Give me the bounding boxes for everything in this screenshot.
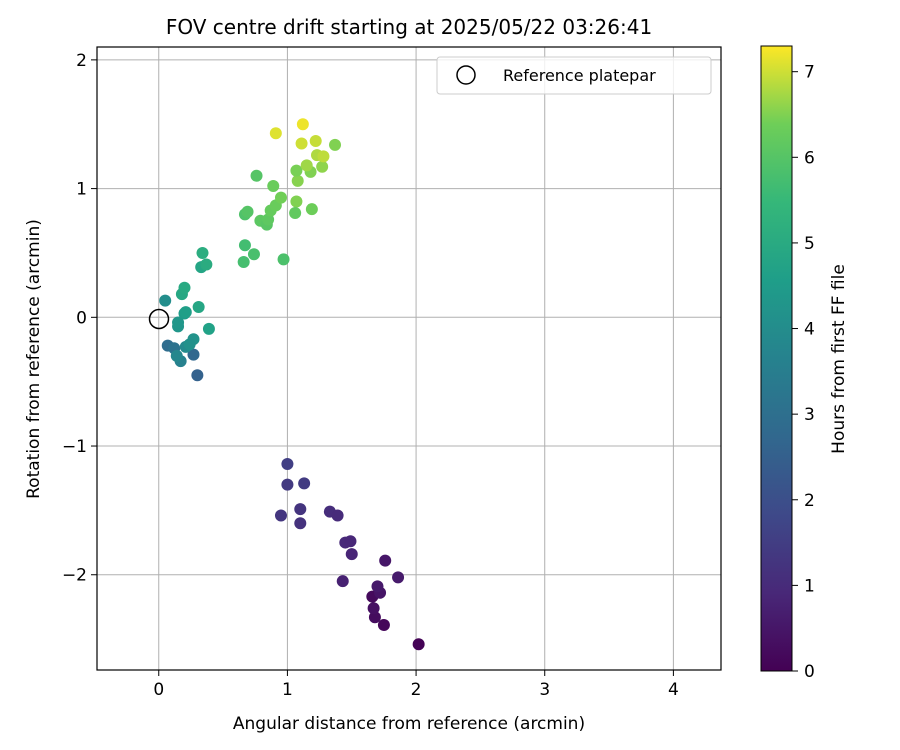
data-point <box>294 517 307 530</box>
data-point <box>412 638 425 651</box>
data-point <box>294 503 307 516</box>
colorbar-tick-label: 3 <box>804 405 815 425</box>
data-point <box>250 169 263 182</box>
data-point <box>300 159 313 172</box>
legend-marker-icon <box>456 65 476 85</box>
colorbar-tick-label: 7 <box>804 63 815 83</box>
data-point <box>200 258 213 271</box>
x-tick-label: 4 <box>668 680 679 700</box>
data-point <box>290 195 303 208</box>
y-tick-label: −1 <box>62 437 87 457</box>
y-tick-label: 2 <box>76 51 87 71</box>
y-axis-label: Rotation from reference (arcmin) <box>24 219 44 499</box>
data-point <box>298 477 311 490</box>
data-point <box>392 571 405 584</box>
colorbar-tick-label: 0 <box>804 662 815 682</box>
plot-frame <box>96 46 722 671</box>
data-point <box>183 338 196 351</box>
legend: Reference platepar <box>436 56 712 95</box>
colorbar-tick-label: 2 <box>804 491 815 511</box>
colorbar-ticks: 0 1 2 3 4 5 6 7 <box>792 63 815 682</box>
data-point <box>290 164 303 177</box>
data-point <box>281 478 294 491</box>
data-point <box>367 602 380 615</box>
data-point <box>329 138 342 151</box>
reference-platepar-marker <box>148 308 170 330</box>
data-point <box>336 575 349 588</box>
data-points <box>159 118 425 651</box>
colorbar-tick-label: 1 <box>804 576 815 596</box>
data-point <box>331 509 344 522</box>
data-point <box>262 213 275 226</box>
colorbar-label: Hours from first FF file <box>829 264 849 454</box>
colorbar-tick-label: 5 <box>804 234 815 254</box>
data-point <box>316 160 329 173</box>
x-tick-label: 3 <box>539 680 550 700</box>
data-point <box>179 306 192 319</box>
y-tick-label: −2 <box>62 566 87 586</box>
y-tick-label: 0 <box>76 308 87 328</box>
data-point <box>344 535 357 548</box>
data-point <box>368 611 381 624</box>
colorbar-tick-label: 4 <box>804 320 815 340</box>
data-point <box>309 134 322 147</box>
data-point <box>305 203 318 216</box>
chart-title: FOV centre drift starting at 2025/05/22 … <box>166 15 652 39</box>
data-point <box>241 205 254 218</box>
data-point <box>289 207 302 220</box>
data-point <box>196 246 209 259</box>
data-point <box>296 118 309 131</box>
data-point <box>178 281 191 294</box>
data-point <box>274 509 287 522</box>
data-point <box>371 580 384 593</box>
plot-area-background <box>97 47 721 670</box>
y-axis-ticks: −2 −1 0 1 2 <box>62 51 97 586</box>
legend-label-reference: Reference platepar <box>503 66 656 85</box>
data-point <box>295 137 308 150</box>
data-point <box>345 548 358 561</box>
data-point <box>274 191 287 204</box>
data-point <box>172 316 185 329</box>
data-point <box>202 322 215 335</box>
data-point <box>237 255 250 268</box>
data-point <box>192 301 205 314</box>
data-point <box>247 248 260 261</box>
x-tick-label: 1 <box>282 680 293 700</box>
data-point <box>317 150 330 163</box>
data-point <box>238 239 251 252</box>
x-axis-label: Angular distance from reference (arcmin) <box>233 714 585 734</box>
data-point <box>291 174 304 187</box>
x-tick-label: 0 <box>153 680 164 700</box>
data-point <box>277 253 290 266</box>
data-point <box>191 369 204 382</box>
data-point <box>170 349 183 362</box>
colorbar <box>760 45 793 672</box>
legend-box <box>436 56 712 95</box>
data-point <box>379 554 392 567</box>
y-tick-label: 1 <box>76 180 87 200</box>
x-axis-ticks: 0 1 2 3 4 <box>153 670 679 700</box>
data-point <box>267 180 280 193</box>
data-point <box>377 618 390 631</box>
colorbar-tick-label: 6 <box>804 148 815 168</box>
data-point <box>281 458 294 471</box>
x-tick-label: 2 <box>411 680 422 700</box>
data-point <box>159 294 172 307</box>
data-point <box>187 348 200 361</box>
data-point <box>269 127 282 140</box>
